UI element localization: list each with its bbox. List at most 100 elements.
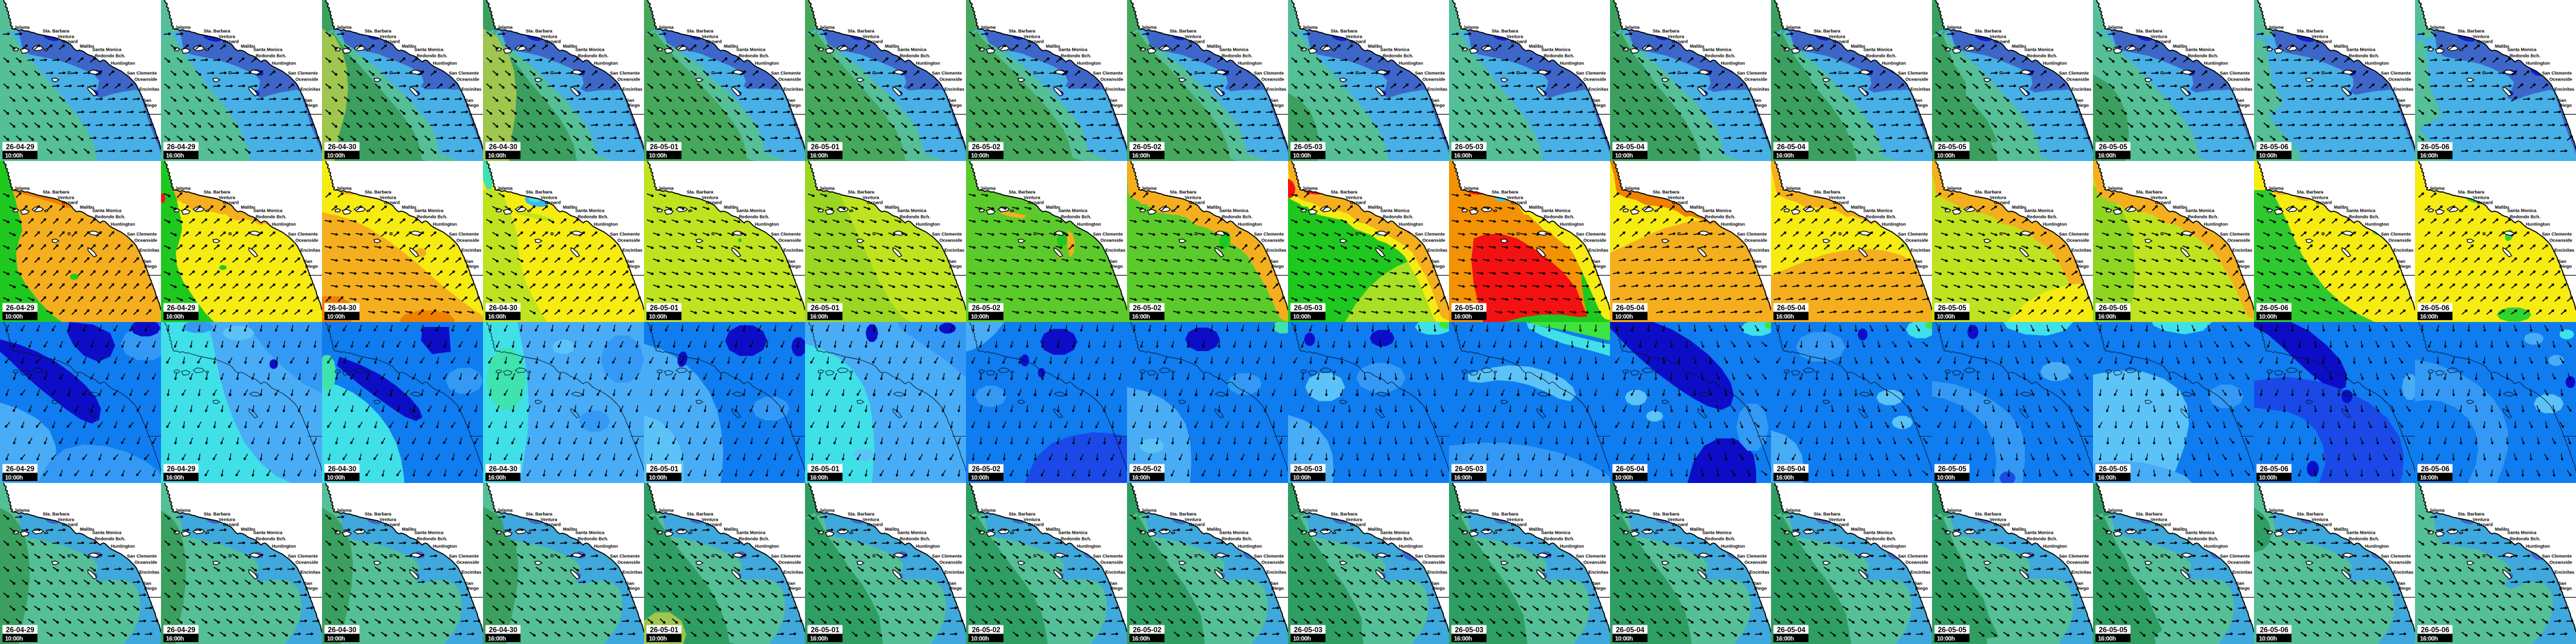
svg-text:16:00h: 16:00h bbox=[488, 314, 506, 321]
svg-text:26-05-02: 26-05-02 bbox=[1133, 144, 1161, 151]
svg-text:10:00h: 10:00h bbox=[327, 314, 345, 321]
svg-text:16:00h: 16:00h bbox=[810, 475, 828, 482]
svg-text:26-05-06: 26-05-06 bbox=[2260, 305, 2288, 312]
svg-text:16:00h: 16:00h bbox=[1776, 153, 1794, 160]
svg-text:26-05-04: 26-05-04 bbox=[1616, 305, 1645, 312]
svg-text:16:00h: 16:00h bbox=[810, 636, 828, 643]
svg-text:10:00h: 10:00h bbox=[1937, 314, 1955, 321]
svg-text:10:00h: 10:00h bbox=[327, 636, 345, 643]
svg-text:10:00h: 10:00h bbox=[1615, 636, 1633, 643]
svg-text:16:00h: 16:00h bbox=[2420, 475, 2438, 482]
svg-text:10:00h: 10:00h bbox=[1293, 475, 1311, 482]
svg-text:16:00h: 16:00h bbox=[1454, 475, 1472, 482]
svg-text:10:00h: 10:00h bbox=[971, 153, 989, 160]
svg-text:10:00h: 10:00h bbox=[1937, 636, 1955, 643]
svg-text:26-05-02: 26-05-02 bbox=[1133, 466, 1161, 473]
svg-text:26-04-30: 26-04-30 bbox=[489, 305, 517, 312]
svg-text:26-05-06: 26-05-06 bbox=[2260, 144, 2288, 151]
svg-text:10:00h: 10:00h bbox=[327, 153, 345, 160]
svg-text:26-04-29: 26-04-29 bbox=[167, 627, 195, 634]
svg-text:26-05-05: 26-05-05 bbox=[1938, 305, 1967, 312]
svg-text:26-05-01: 26-05-01 bbox=[811, 305, 840, 312]
svg-text:16:00h: 16:00h bbox=[166, 636, 184, 643]
svg-text:10:00h: 10:00h bbox=[2259, 475, 2277, 482]
svg-text:10:00h: 10:00h bbox=[1937, 153, 1955, 160]
svg-text:26-04-29: 26-04-29 bbox=[6, 627, 34, 634]
svg-text:10:00h: 10:00h bbox=[2259, 153, 2277, 160]
svg-text:16:00h: 16:00h bbox=[166, 475, 184, 482]
svg-text:26-04-30: 26-04-30 bbox=[328, 305, 356, 312]
svg-text:10:00h: 10:00h bbox=[971, 636, 989, 643]
svg-text:26-05-02: 26-05-02 bbox=[1133, 305, 1161, 312]
svg-text:26-05-01: 26-05-01 bbox=[650, 144, 679, 151]
svg-text:10:00h: 10:00h bbox=[5, 153, 23, 160]
svg-text:10:00h: 10:00h bbox=[1293, 636, 1311, 643]
svg-text:10:00h: 10:00h bbox=[5, 314, 23, 321]
svg-text:26-05-04: 26-05-04 bbox=[1777, 627, 1806, 634]
svg-text:16:00h: 16:00h bbox=[166, 314, 184, 321]
svg-text:10:00h: 10:00h bbox=[649, 314, 667, 321]
svg-text:16:00h: 16:00h bbox=[1776, 636, 1794, 643]
svg-text:10:00h: 10:00h bbox=[971, 475, 989, 482]
svg-text:10:00h: 10:00h bbox=[1615, 314, 1633, 321]
svg-text:26-04-29: 26-04-29 bbox=[167, 466, 195, 473]
svg-text:26-05-04: 26-05-04 bbox=[1616, 627, 1645, 634]
svg-text:16:00h: 16:00h bbox=[1454, 636, 1472, 643]
svg-text:26-05-02: 26-05-02 bbox=[972, 144, 1000, 151]
svg-text:26-05-06: 26-05-06 bbox=[2421, 144, 2449, 151]
svg-text:10:00h: 10:00h bbox=[971, 314, 989, 321]
svg-text:26-05-01: 26-05-01 bbox=[650, 627, 679, 634]
svg-text:16:00h: 16:00h bbox=[1454, 314, 1472, 321]
svg-text:26-04-29: 26-04-29 bbox=[6, 466, 34, 473]
svg-text:26-05-05: 26-05-05 bbox=[2099, 627, 2128, 634]
svg-text:26-04-30: 26-04-30 bbox=[328, 144, 356, 151]
svg-text:16:00h: 16:00h bbox=[1776, 475, 1794, 482]
svg-text:26-04-29: 26-04-29 bbox=[167, 144, 195, 151]
svg-text:26-05-04: 26-05-04 bbox=[1616, 466, 1645, 473]
svg-text:16:00h: 16:00h bbox=[2420, 314, 2438, 321]
svg-text:16:00h: 16:00h bbox=[488, 475, 506, 482]
svg-text:26-05-06: 26-05-06 bbox=[2260, 627, 2288, 634]
svg-text:26-05-05: 26-05-05 bbox=[1938, 144, 1967, 151]
svg-text:26-04-30: 26-04-30 bbox=[489, 466, 517, 473]
svg-text:10:00h: 10:00h bbox=[1293, 314, 1311, 321]
svg-text:26-05-03: 26-05-03 bbox=[1455, 144, 1483, 151]
svg-text:16:00h: 16:00h bbox=[1132, 153, 1150, 160]
svg-text:26-05-03: 26-05-03 bbox=[1455, 627, 1483, 634]
svg-text:26-05-03: 26-05-03 bbox=[1455, 305, 1483, 312]
svg-text:26-05-04: 26-05-04 bbox=[1616, 144, 1645, 151]
svg-text:26-05-02: 26-05-02 bbox=[972, 305, 1000, 312]
svg-text:26-05-03: 26-05-03 bbox=[1294, 627, 1322, 634]
svg-text:16:00h: 16:00h bbox=[488, 636, 506, 643]
svg-text:16:00h: 16:00h bbox=[166, 153, 184, 160]
svg-text:26-05-01: 26-05-01 bbox=[650, 466, 679, 473]
svg-text:26-05-06: 26-05-06 bbox=[2421, 466, 2449, 473]
svg-text:10:00h: 10:00h bbox=[1615, 475, 1633, 482]
svg-text:26-04-29: 26-04-29 bbox=[167, 305, 195, 312]
svg-text:16:00h: 16:00h bbox=[1132, 475, 1150, 482]
svg-text:16:00h: 16:00h bbox=[1454, 153, 1472, 160]
svg-text:26-05-05: 26-05-05 bbox=[1938, 466, 1967, 473]
svg-text:26-04-30: 26-04-30 bbox=[328, 627, 356, 634]
svg-text:16:00h: 16:00h bbox=[2420, 636, 2438, 643]
svg-text:16:00h: 16:00h bbox=[488, 153, 506, 160]
svg-text:26-05-04: 26-05-04 bbox=[1777, 144, 1806, 151]
svg-text:26-05-05: 26-05-05 bbox=[2099, 466, 2128, 473]
svg-text:10:00h: 10:00h bbox=[1293, 153, 1311, 160]
svg-text:26-05-02: 26-05-02 bbox=[1133, 627, 1161, 634]
svg-text:26-05-05: 26-05-05 bbox=[1938, 627, 1967, 634]
svg-text:26-05-04: 26-05-04 bbox=[1777, 305, 1806, 312]
svg-text:16:00h: 16:00h bbox=[2098, 314, 2116, 321]
svg-text:26-05-04: 26-05-04 bbox=[1777, 466, 1806, 473]
svg-text:26-05-01: 26-05-01 bbox=[650, 305, 679, 312]
svg-text:16:00h: 16:00h bbox=[2098, 636, 2116, 643]
svg-text:10:00h: 10:00h bbox=[5, 475, 23, 482]
svg-text:26-04-30: 26-04-30 bbox=[489, 144, 517, 151]
svg-text:10:00h: 10:00h bbox=[5, 636, 23, 643]
svg-text:10:00h: 10:00h bbox=[649, 475, 667, 482]
svg-text:16:00h: 16:00h bbox=[810, 314, 828, 321]
svg-text:26-05-06: 26-05-06 bbox=[2260, 466, 2288, 473]
svg-text:26-04-30: 26-04-30 bbox=[489, 627, 517, 634]
svg-text:10:00h: 10:00h bbox=[649, 636, 667, 643]
svg-text:26-05-01: 26-05-01 bbox=[811, 144, 840, 151]
